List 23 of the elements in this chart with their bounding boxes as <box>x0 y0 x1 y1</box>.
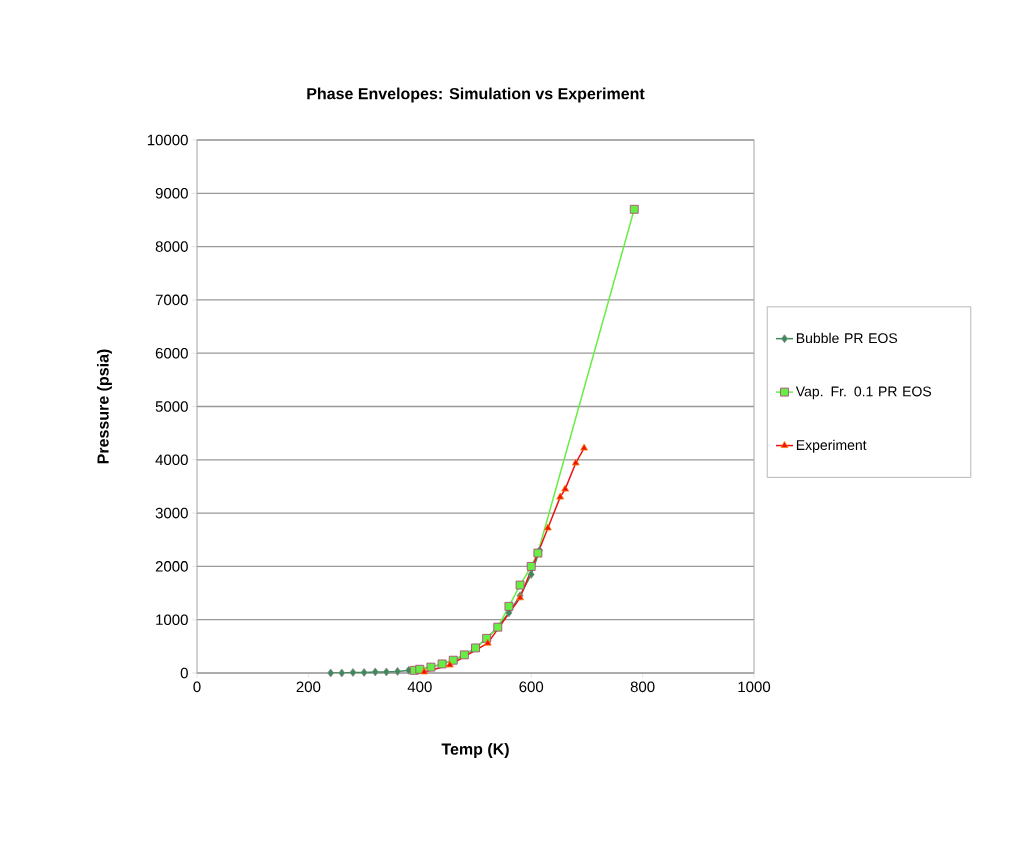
x-axis-title: Temp (K) <box>441 743 509 758</box>
y-tick-label: 0 <box>180 667 188 679</box>
x-tick-label: 600 <box>519 681 544 693</box>
x-tick-label: 200 <box>296 681 321 693</box>
y-tick-label: 6000 <box>155 347 188 359</box>
y-tick-label: 10000 <box>147 134 188 146</box>
y-tick-label: 2000 <box>155 561 188 572</box>
y-tick-label: 4000 <box>155 454 188 466</box>
y-tick-label: 1000 <box>156 614 188 625</box>
legend-label: Experiment <box>796 439 867 453</box>
legend-label: Vap. Fr. 0.1 PR EOS <box>795 386 932 400</box>
x-tick-label: 0 <box>193 681 201 693</box>
chart-title: Phase Envelopes: Simulation vs Experiment <box>307 87 645 103</box>
legend-label: Bubble PR EOS <box>796 332 898 344</box>
y-tick-label: 7000 <box>155 294 188 306</box>
y-tick-label: 5000 <box>155 401 188 412</box>
x-tick-label: 1000 <box>738 681 771 693</box>
x-tick-label: 800 <box>630 681 655 693</box>
y-tick-label: 3000 <box>155 507 188 519</box>
y-tick-label: 9000 <box>155 187 188 199</box>
x-tick-label: 400 <box>407 681 432 693</box>
y-tick-label: 8000 <box>155 241 188 252</box>
y-axis-title: Pressure (psia) <box>96 349 112 464</box>
